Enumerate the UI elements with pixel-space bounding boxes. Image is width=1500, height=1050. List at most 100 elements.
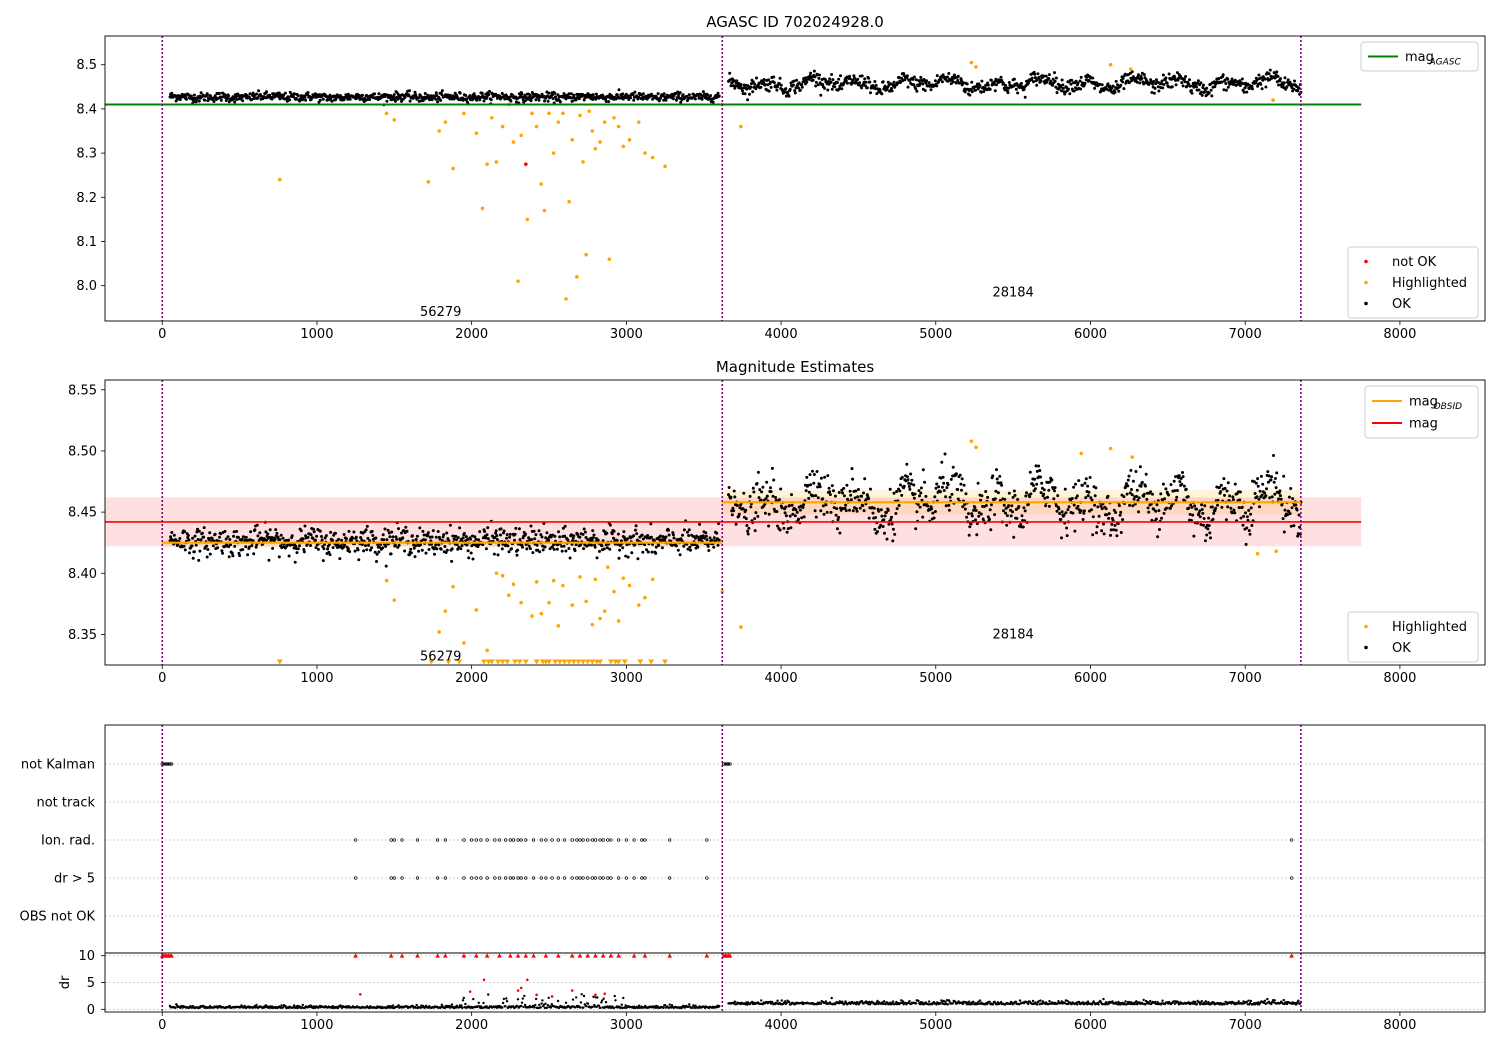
ok-point — [1174, 498, 1178, 502]
ok-point — [827, 82, 831, 86]
ok-point — [393, 543, 397, 547]
ok-point — [946, 75, 949, 79]
ok-point — [1196, 81, 1200, 85]
ok-point — [1007, 81, 1011, 84]
ok-point — [227, 545, 231, 549]
x-tick-label: 2000 — [455, 327, 488, 342]
ok-point — [417, 549, 421, 553]
ok-point — [631, 93, 635, 97]
ok-point — [970, 90, 974, 94]
ok-point — [973, 506, 977, 510]
ok-point — [250, 544, 254, 548]
ok-point — [466, 538, 469, 541]
ok-point — [287, 554, 291, 558]
highlighted-point — [584, 599, 588, 604]
x-tick-label: 4000 — [765, 327, 798, 342]
ok-point — [348, 550, 352, 554]
ok-point — [236, 535, 240, 539]
ok-point — [678, 91, 682, 95]
ok-point — [657, 544, 661, 547]
ok-point — [681, 533, 684, 537]
ok-point — [1156, 535, 1160, 539]
ok-point — [687, 528, 691, 532]
ok-point — [323, 536, 327, 540]
ok-point — [250, 98, 254, 101]
ok-point — [915, 510, 919, 514]
ok-point — [758, 488, 762, 492]
dr-point — [243, 1004, 246, 1008]
ok-point — [1095, 525, 1099, 529]
legend-dot-swatch — [1364, 280, 1368, 285]
ok-point — [910, 478, 914, 482]
ok-point — [436, 100, 440, 104]
ok-point — [790, 493, 793, 497]
ok-point — [178, 98, 182, 101]
ok-point — [615, 539, 619, 542]
ok-point — [710, 538, 714, 542]
highlighted-clipped-marker — [276, 659, 283, 665]
ok-point — [649, 535, 653, 539]
ok-point — [984, 490, 988, 493]
ok-point — [1106, 494, 1110, 498]
ok-point — [200, 531, 204, 535]
ok-point — [505, 533, 509, 537]
ok-point — [543, 545, 547, 549]
dr-point — [541, 999, 544, 1002]
ok-point — [1039, 475, 1042, 479]
ok-point — [800, 516, 804, 520]
highlighted-point — [485, 162, 489, 166]
ok-point — [1160, 82, 1163, 86]
ok-point — [907, 481, 911, 485]
ok-point — [241, 99, 245, 103]
ok-point — [408, 99, 412, 103]
ok-point — [465, 543, 469, 547]
ok-point — [734, 84, 737, 88]
highlighted-clipped-marker — [552, 659, 559, 665]
ok-point — [299, 529, 303, 533]
ok-point — [1021, 525, 1025, 529]
ok-point — [833, 494, 837, 498]
ok-point — [998, 474, 1002, 478]
dr-point — [575, 996, 578, 999]
ok-point — [744, 517, 748, 521]
flag-point — [497, 876, 502, 880]
ok-point — [869, 91, 872, 95]
ok-point — [247, 545, 251, 549]
ok-point — [893, 532, 897, 536]
ok-point — [835, 527, 839, 531]
ok-point — [608, 547, 612, 551]
ok-point — [1210, 94, 1214, 98]
ok-point — [224, 94, 228, 97]
ok-point — [939, 77, 943, 81]
ok-point — [1294, 503, 1298, 507]
ok-point — [605, 531, 609, 535]
ok-point — [492, 552, 496, 556]
ok-point — [856, 488, 860, 491]
dr-point — [604, 1000, 608, 1004]
ok-point — [527, 544, 531, 548]
ok-point — [775, 88, 779, 92]
ok-point — [521, 545, 524, 549]
ok-point — [590, 539, 594, 542]
ok-point — [481, 543, 485, 547]
ok-point — [353, 549, 357, 553]
ok-point — [482, 99, 486, 103]
ok-point — [992, 82, 996, 86]
ok-point — [1070, 497, 1074, 500]
ok-point — [715, 531, 719, 535]
ok-point — [373, 92, 377, 96]
ok-point — [506, 544, 510, 548]
legend-subscript: OBSID — [1434, 402, 1463, 412]
highlighted-point — [602, 609, 607, 613]
ok-point — [851, 509, 855, 513]
ok-point — [247, 95, 251, 99]
ok-point — [838, 531, 842, 535]
ok-point — [1144, 472, 1148, 476]
ok-point — [935, 74, 939, 78]
ok-point — [1057, 87, 1061, 91]
ok-point — [1134, 470, 1138, 473]
flag-point — [586, 838, 590, 842]
ok-point — [349, 539, 353, 543]
ok-point — [417, 96, 421, 100]
ok-point — [494, 531, 498, 535]
